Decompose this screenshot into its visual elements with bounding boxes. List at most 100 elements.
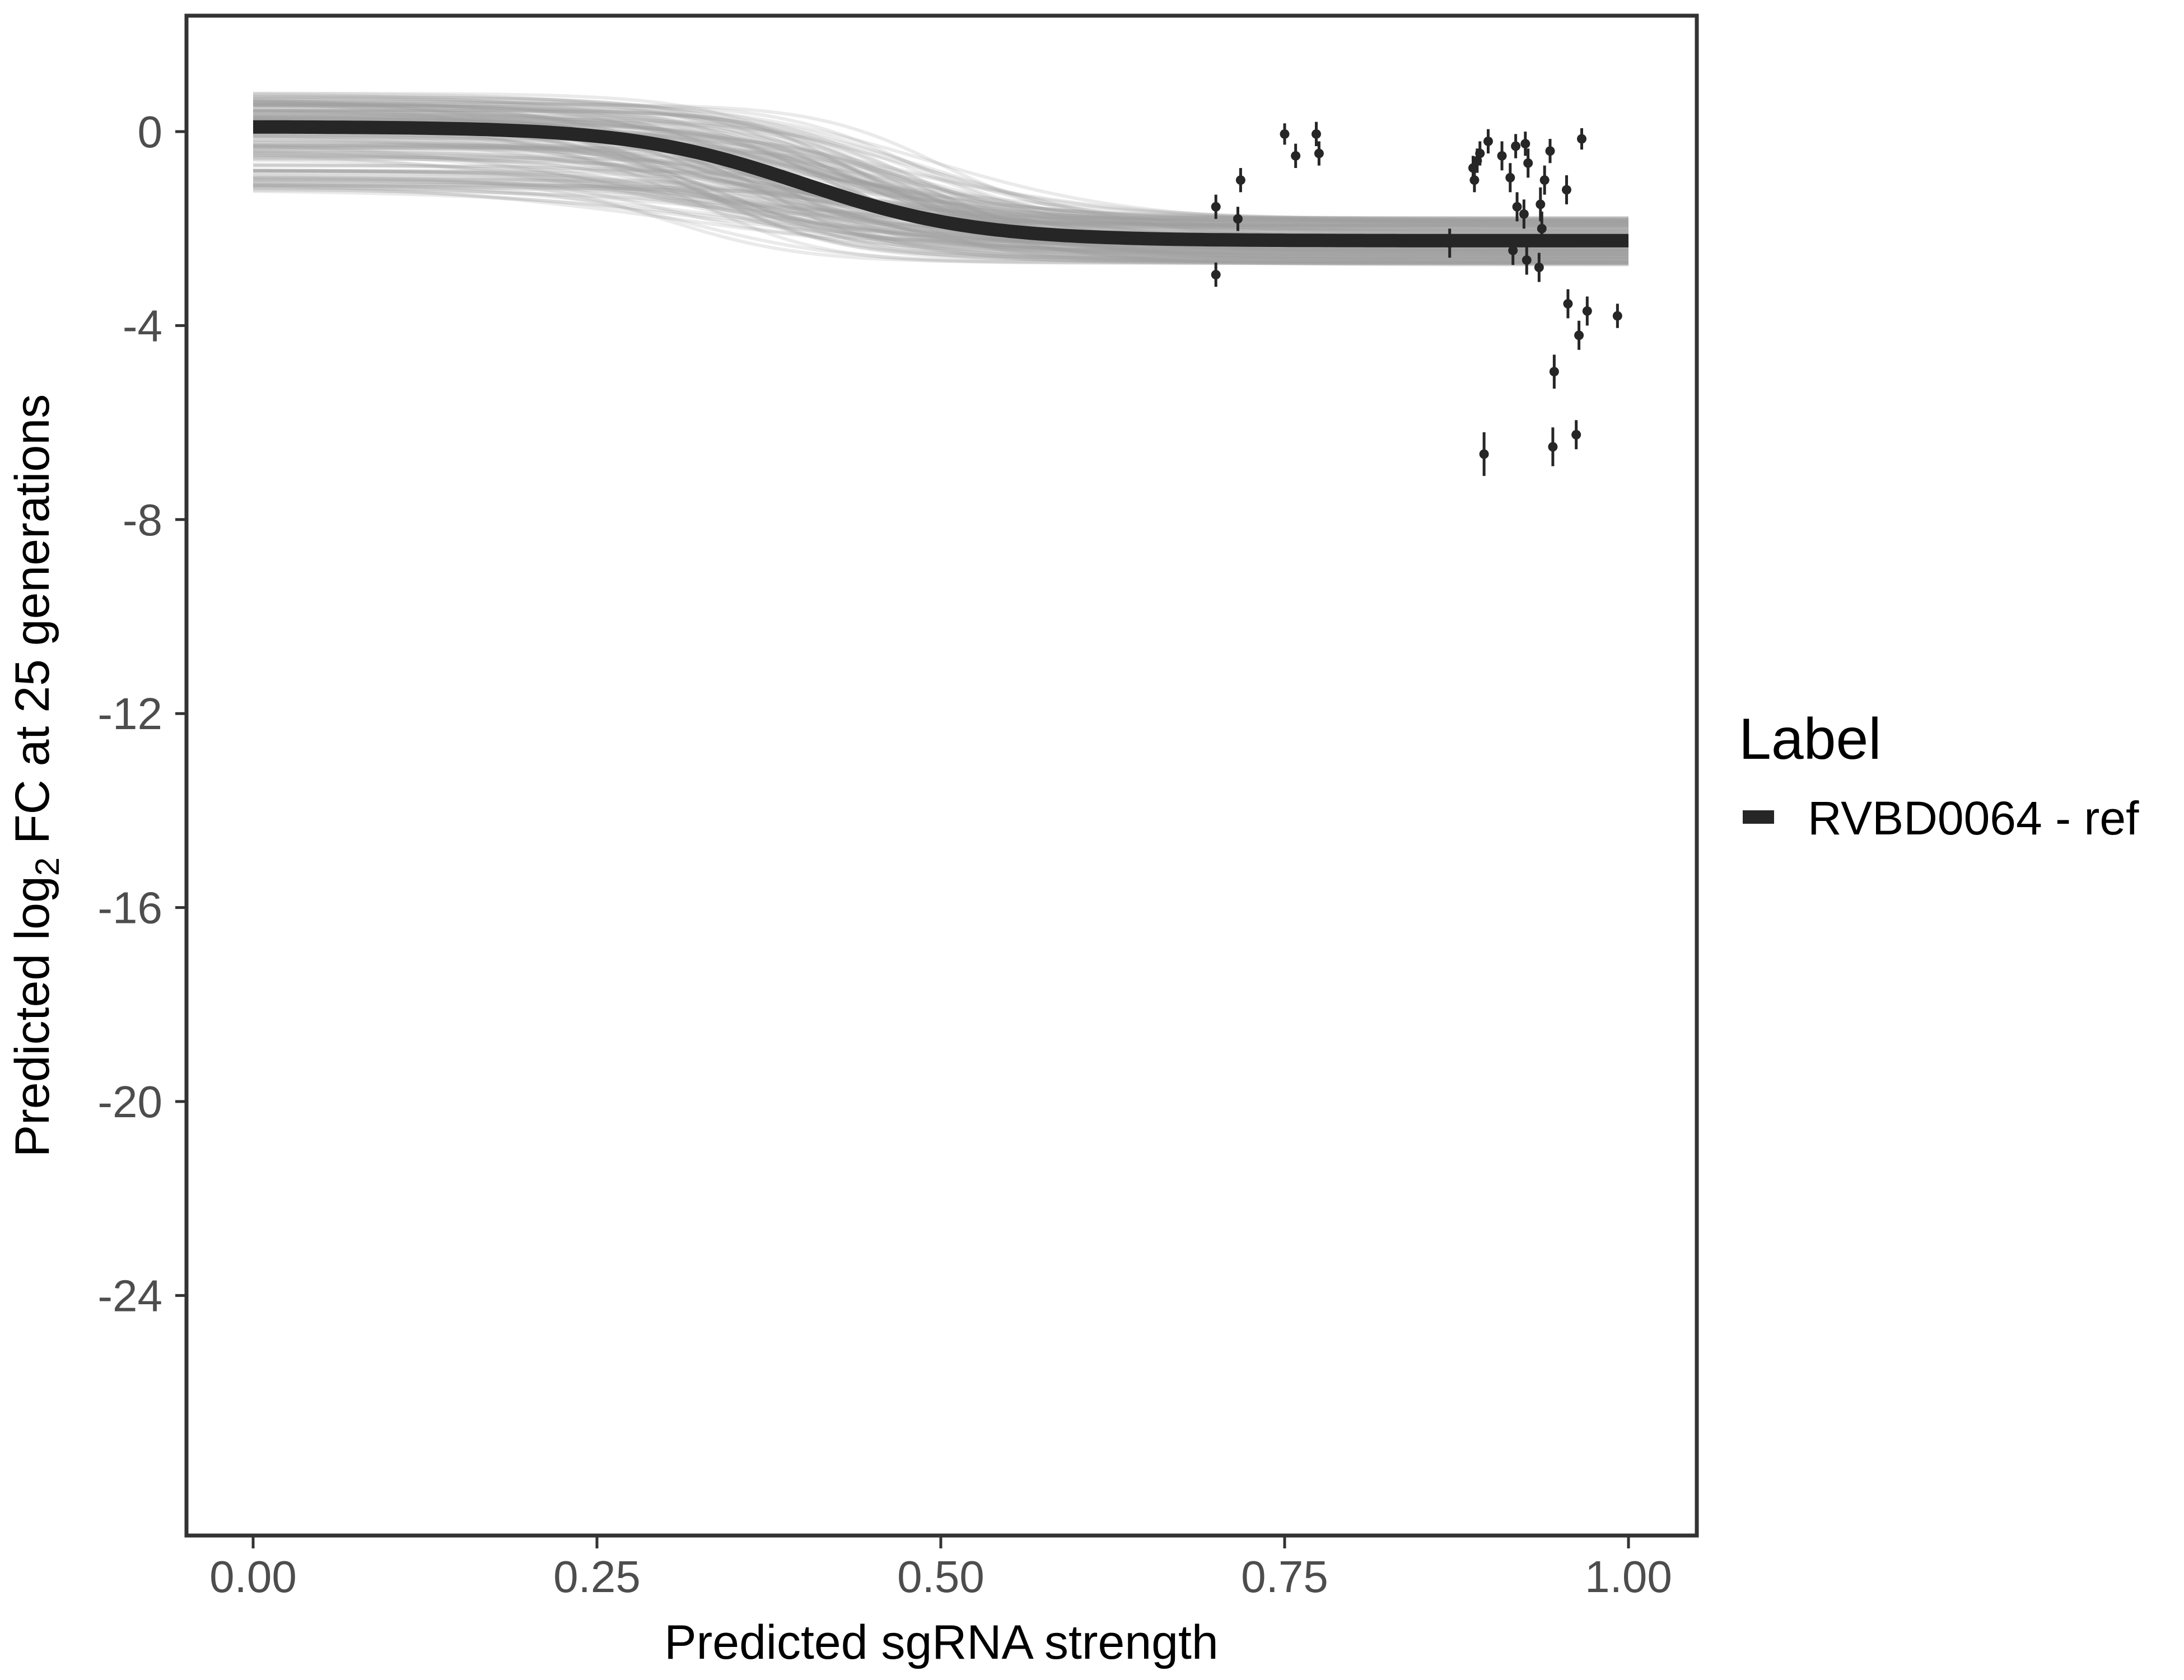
point-marker xyxy=(1211,269,1221,279)
y-tick-label: -4 xyxy=(123,301,162,351)
posterior-draw xyxy=(253,186,1628,227)
point-marker xyxy=(1563,298,1573,309)
point-marker xyxy=(1571,430,1581,440)
posterior-draw xyxy=(253,153,1628,251)
legend-key-rvbd0064-ref xyxy=(1743,810,1774,824)
legend: Label RVBD0064 - ref xyxy=(1739,707,2139,844)
posterior-draw xyxy=(253,99,1628,234)
data-point xyxy=(1505,163,1515,193)
posterior-draw xyxy=(253,116,1628,221)
y-tick-label: -24 xyxy=(97,1271,162,1320)
data-point xyxy=(1497,141,1507,171)
posterior-draw xyxy=(253,143,1628,228)
posterior-draw xyxy=(253,181,1628,267)
posterior-draw xyxy=(253,125,1628,256)
data-point xyxy=(1522,245,1532,275)
point-marker xyxy=(1469,175,1480,185)
posterior-draw xyxy=(253,113,1628,220)
posterior-draw xyxy=(253,176,1628,264)
data-point xyxy=(1508,236,1518,265)
data-point xyxy=(1523,148,1533,178)
posterior-draw xyxy=(253,150,1628,258)
posterior-draw xyxy=(253,162,1628,256)
posterior-draw xyxy=(253,103,1628,262)
posterior-draw xyxy=(253,185,1628,259)
posterior-draw xyxy=(253,106,1628,234)
data-point xyxy=(1291,143,1301,168)
posterior-draw xyxy=(253,143,1628,226)
posterior-draw xyxy=(253,148,1628,263)
posterior-draw xyxy=(253,153,1628,263)
posterior-draw xyxy=(253,164,1628,256)
point-marker xyxy=(1545,146,1555,156)
point-marker xyxy=(1291,151,1301,161)
data-point xyxy=(1475,141,1485,166)
posterior-draw xyxy=(253,97,1629,225)
posterior-draw xyxy=(253,144,1628,259)
posterior-draw xyxy=(253,173,1628,264)
posterior-draw xyxy=(253,104,1629,235)
data-point xyxy=(1233,207,1243,231)
legend-label-rvbd0064-ref: RVBD0064 - ref xyxy=(1808,792,2139,844)
posterior-draw xyxy=(253,102,1628,225)
data-point xyxy=(1548,427,1558,466)
posterior-draw xyxy=(253,175,1628,251)
data-point xyxy=(1612,304,1622,328)
point-marker xyxy=(1233,214,1243,224)
posterior-draw xyxy=(253,139,1628,265)
plot-panel-border xyxy=(184,13,1699,1538)
fit-line xyxy=(253,120,1628,248)
y-tick-label: -8 xyxy=(123,495,162,545)
data-point xyxy=(1311,122,1321,146)
posterior-draw xyxy=(253,139,1628,261)
x-tick-label: 1.00 xyxy=(1585,1552,1672,1602)
fit-line-group xyxy=(253,120,1628,248)
point-marker xyxy=(1475,148,1485,158)
point-marker xyxy=(1548,442,1558,452)
posterior-draw xyxy=(253,169,1628,265)
posterior-draw xyxy=(253,108,1628,227)
point-marker xyxy=(1534,262,1544,272)
legend-title: Label xyxy=(1739,707,1881,772)
posterior-draw xyxy=(253,177,1628,257)
posterior-draw xyxy=(253,110,1628,262)
point-marker xyxy=(1479,449,1489,459)
data-point xyxy=(1445,228,1455,258)
point-marker xyxy=(1522,255,1532,265)
point-marker xyxy=(1511,141,1521,151)
point-marker xyxy=(1561,185,1571,195)
posterior-draw xyxy=(253,170,1628,220)
posterior-draw xyxy=(253,143,1628,253)
y-tick-label: -20 xyxy=(97,1077,162,1127)
posterior-draw xyxy=(253,183,1628,265)
data-point xyxy=(1582,296,1592,326)
posterior-draw xyxy=(253,146,1628,253)
data-point xyxy=(1549,354,1559,389)
x-tick-label: 0.25 xyxy=(553,1552,641,1602)
posterior-draw xyxy=(253,135,1628,259)
posterior-draw xyxy=(253,101,1628,263)
posterior-draw xyxy=(253,132,1628,250)
posterior-draw xyxy=(253,98,1628,264)
y-tick-label: 0 xyxy=(138,107,163,157)
data-point xyxy=(1469,167,1480,193)
posterior-draw xyxy=(253,99,1628,228)
data-point xyxy=(1571,420,1581,450)
y-tick-label: -16 xyxy=(97,883,162,933)
x-axis-title: Predicted sgRNA strength xyxy=(664,1616,1219,1669)
point-marker xyxy=(1505,172,1515,183)
posterior-draw xyxy=(253,104,1628,259)
data-point xyxy=(1539,165,1550,195)
data-point xyxy=(1537,211,1547,246)
posterior-draw xyxy=(253,158,1628,253)
x-tick-label: 0.75 xyxy=(1241,1552,1328,1602)
posterior-draw xyxy=(253,92,1628,257)
x-axis-ticks: 0.00 0.25 0.50 0.75 1.00 xyxy=(209,1537,1672,1602)
y-axis-title-part-1: Predicted log xyxy=(6,876,59,1157)
posterior-draw xyxy=(253,95,1628,265)
data-point xyxy=(1211,194,1221,219)
posterior-draw xyxy=(253,186,1628,255)
point-marker xyxy=(1574,330,1584,340)
y-axis-title: Predicted log2 FC at 25 generations xyxy=(6,394,66,1157)
point-marker xyxy=(1520,139,1530,149)
